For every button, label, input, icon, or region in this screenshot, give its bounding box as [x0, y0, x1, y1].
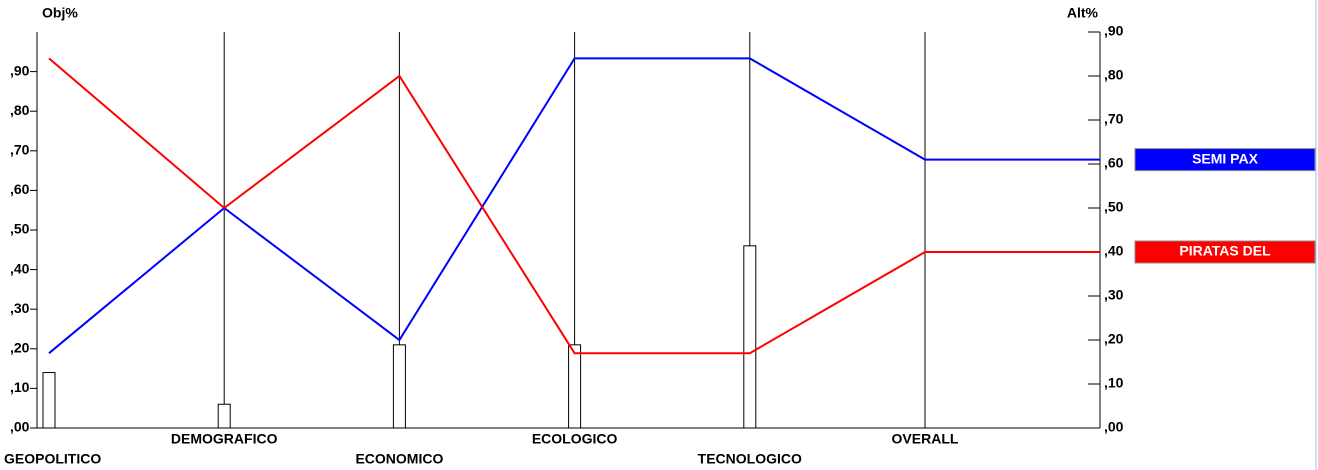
y2-tick-label: ,40 — [1104, 243, 1124, 259]
y2-tick-label: ,50 — [1104, 199, 1124, 215]
x-tick-label: TECNOLOGICO — [698, 451, 802, 467]
legend-box — [1134, 240, 1316, 264]
series-line — [48, 57, 1100, 355]
y-tick-label: ,60 — [10, 181, 30, 197]
y2-tick-label: ,30 — [1104, 287, 1124, 303]
x-tick-label: GEOPOLITICO — [4, 451, 101, 467]
y-axis-title: Obj% — [42, 5, 78, 21]
x-tick-label: ECONOMICO — [355, 451, 443, 467]
y-tick-label: ,10 — [10, 379, 30, 395]
y-tick-label: ,30 — [10, 300, 30, 316]
y2-tick-label: ,20 — [1104, 331, 1124, 347]
y2-tick-label: ,00 — [1104, 419, 1124, 435]
weight-bar — [392, 344, 406, 429]
y-tick-label: ,20 — [10, 340, 30, 356]
x-tick-label: ECOLOGICO — [532, 431, 618, 447]
legend-box — [1134, 148, 1316, 172]
y-tick-label: ,40 — [10, 260, 30, 276]
legend-label: PIRATAS DEL — [1179, 243, 1271, 259]
y-tick-label: ,80 — [10, 102, 30, 118]
y2-tick-label: ,10 — [1104, 375, 1124, 391]
x-tick-label: OVERALL — [892, 431, 959, 447]
y-tick-label: ,70 — [10, 142, 30, 158]
weight-bar — [42, 372, 56, 429]
x-tick-label: DEMOGRAFICO — [171, 431, 278, 447]
weight-bar — [568, 344, 582, 429]
legend-label: SEMI PAX — [1192, 150, 1259, 166]
y2-tick-label: ,70 — [1104, 111, 1124, 127]
y2-tick-label: ,90 — [1104, 23, 1124, 39]
y-tick-label: ,50 — [10, 221, 30, 237]
weight-bar — [217, 403, 231, 429]
y-tick-label: ,90 — [10, 62, 30, 78]
y-tick-label: ,00 — [10, 419, 30, 435]
y2-axis-title: Alt% — [1067, 5, 1099, 21]
y2-tick-label: ,80 — [1104, 67, 1124, 83]
weight-bar — [743, 245, 757, 429]
y2-tick-label: ,60 — [1104, 155, 1124, 171]
